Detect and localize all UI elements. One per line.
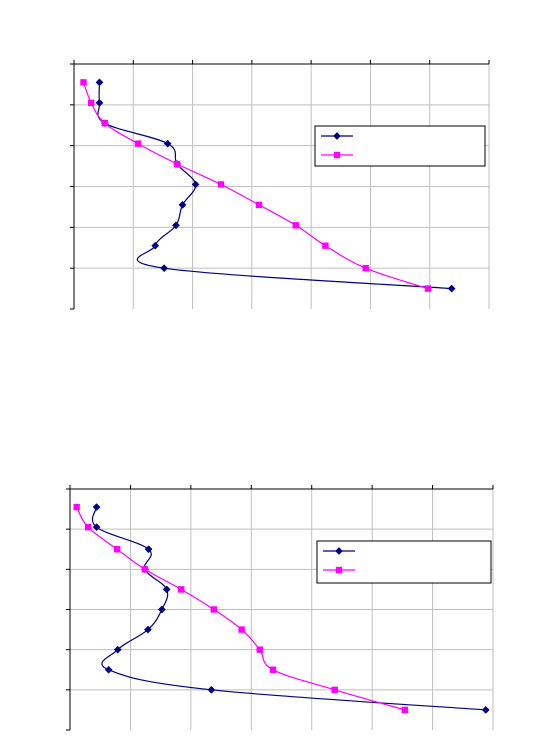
data-point <box>151 241 160 250</box>
data-point <box>113 546 121 553</box>
data-point <box>84 523 92 531</box>
data-point <box>256 646 263 653</box>
data-point <box>141 566 149 573</box>
legend-box <box>316 540 492 584</box>
legend <box>314 125 486 167</box>
data-point <box>162 585 171 594</box>
data-point <box>144 545 153 554</box>
data-point <box>163 139 172 148</box>
data-point <box>92 503 101 512</box>
series-line-1 <box>97 82 452 290</box>
data-point <box>191 180 200 189</box>
data-point <box>95 98 104 107</box>
data-point <box>172 221 180 230</box>
data-point <box>173 160 181 168</box>
legend-box <box>314 125 486 167</box>
data-point <box>207 685 216 694</box>
data-point <box>113 645 122 654</box>
data-point <box>143 625 152 634</box>
data-point <box>255 201 263 209</box>
legend-swatch-marker <box>335 566 343 574</box>
data-point <box>424 285 432 292</box>
chart-2 <box>66 485 494 731</box>
data-point <box>95 78 104 87</box>
legend-swatch-marker <box>333 132 341 140</box>
data-point <box>269 666 277 673</box>
data-point <box>177 586 185 593</box>
data-point <box>104 665 113 674</box>
data-point <box>134 140 142 147</box>
data-point <box>157 605 166 614</box>
legend-swatch-marker <box>335 547 343 555</box>
series-line-1 <box>91 506 486 711</box>
data-point <box>80 79 87 86</box>
data-point <box>217 181 225 188</box>
data-point <box>238 626 245 633</box>
series-line-2 <box>76 506 405 711</box>
data-point <box>481 705 490 714</box>
data-point <box>362 264 369 272</box>
data-point <box>210 606 218 613</box>
data-point <box>292 222 299 229</box>
data-point <box>101 120 109 127</box>
data-point <box>401 706 408 714</box>
chart-1 <box>70 60 490 310</box>
data-point <box>73 503 80 511</box>
data-point <box>331 686 338 694</box>
data-point <box>447 284 456 293</box>
data-point <box>87 99 95 106</box>
data-point <box>322 242 329 249</box>
series-line-2 <box>82 82 429 290</box>
data-point <box>92 523 101 532</box>
legend-swatch-marker <box>333 151 341 159</box>
data-point <box>160 264 169 273</box>
data-point <box>178 200 187 209</box>
legend <box>316 540 492 584</box>
